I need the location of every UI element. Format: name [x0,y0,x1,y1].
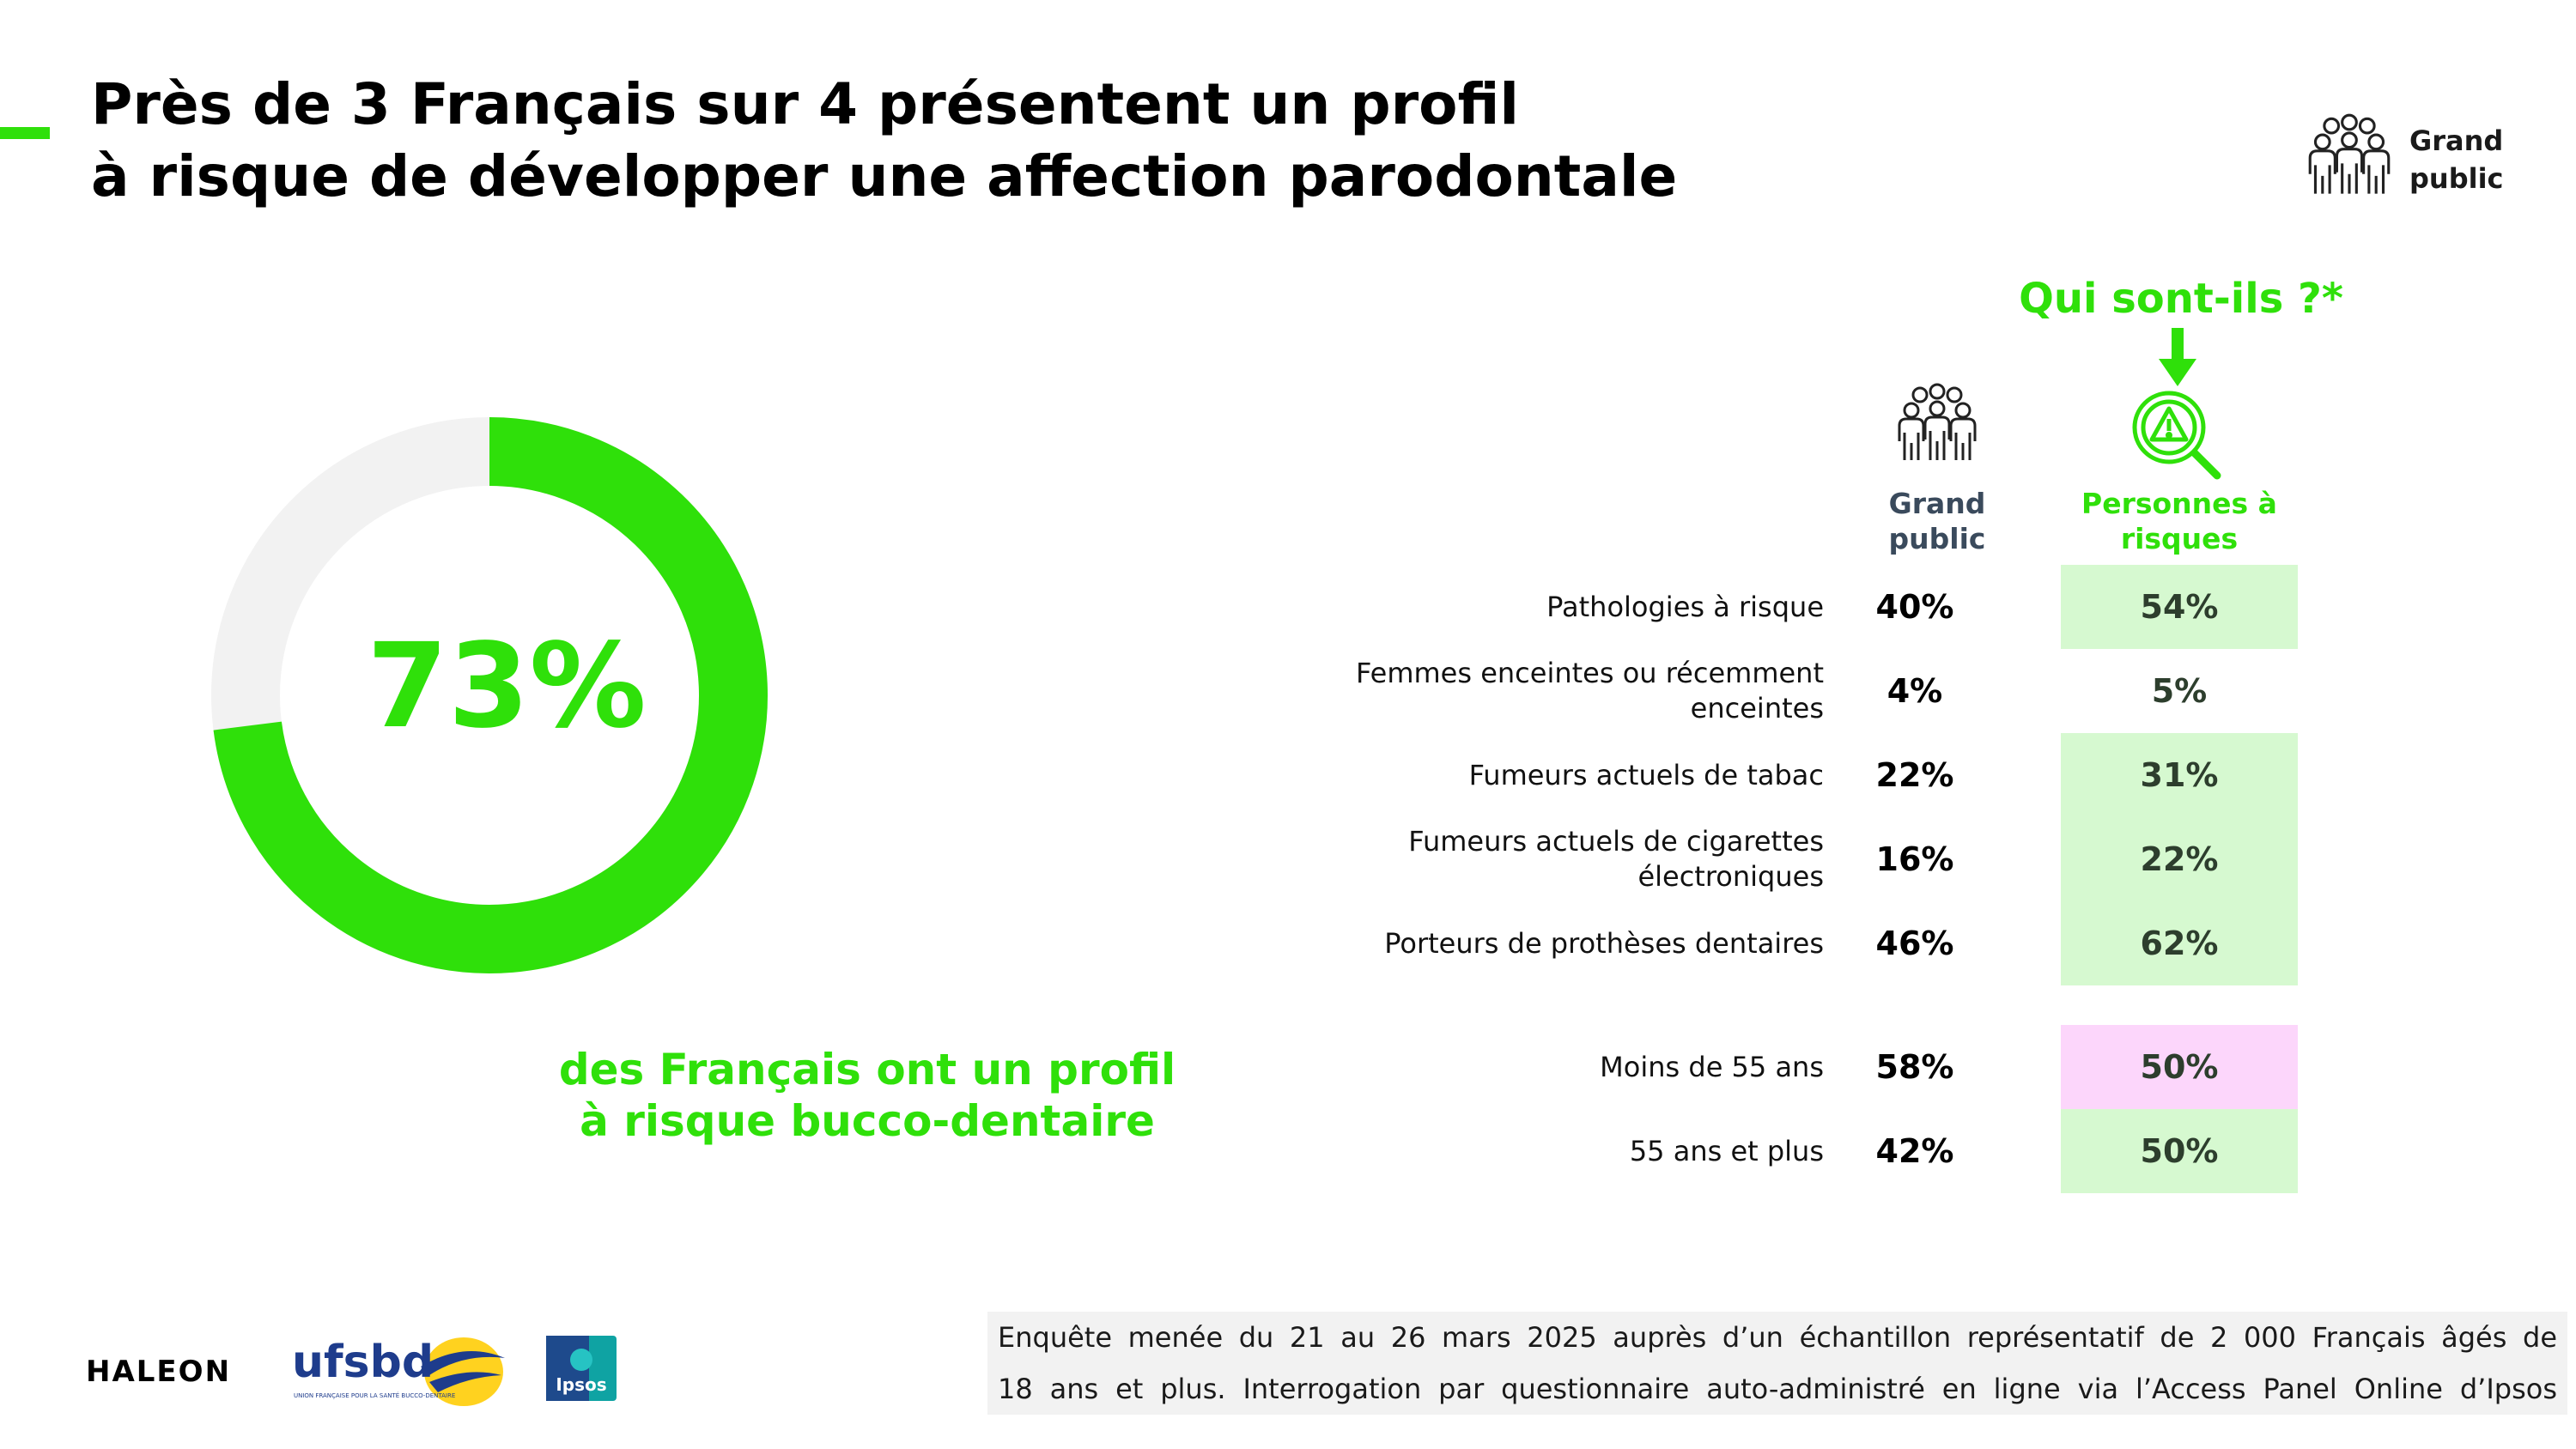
row-label: Fumeurs actuels de cigarettes électroniqu… [1288,817,1824,901]
value-grand-public: 16% [1875,840,1954,878]
value-personnes-a-risques: 22% [2061,817,2298,901]
page-title-line-2: à risque de développer une affection par… [91,143,1678,209]
table-row: Porteurs de prothèses dentaires 46% 62% [1288,901,2301,985]
value-grand-public: 42% [1875,1132,1954,1170]
haleon-logo: HALEON [86,1355,232,1389]
value-personnes-a-risques: 62% [2061,901,2298,985]
row-label: Femmes enceintes ou récemment enceintes [1288,649,1824,733]
row-label-line: Fumeurs actuels de tabac [1468,758,1824,791]
value-grand-public: 46% [1875,925,1954,962]
column-header-personnes-a-risques: Personnes à risques [2061,486,2298,556]
audience-badge-line-2: public [2409,162,2504,195]
ipsos-logo-text: Ipsos [556,1374,606,1395]
column-header-personnes-a-risques-line-2: risques [2120,522,2239,555]
survey-footnote-line-1: Enquête menée du 21 au 26 mars 2025 aupr… [987,1312,2567,1363]
row-label-line: Fumeurs actuels de cigarettes [1408,825,1824,858]
headline-caption-line-1: des Français ont un profil [558,1045,1176,1094]
value-grand-public: 40% [1875,588,1954,626]
ufsbd-logo-text: ufsbd [292,1337,434,1388]
breakdown-table: Pathologies à risque 40% 54% Femmes enceint… [1288,565,2318,1200]
page-title-line-1: Près de 3 Français sur 4 présentent un p… [91,71,1520,137]
donut-slice-profil-a-risque [213,417,768,973]
column-header-grand-public: Grand public [1870,486,2004,556]
value-grand-public: 58% [1875,1048,1954,1086]
table-row: 55 ans et plus 42% 50% [1288,1109,2301,1193]
arrow-down-icon [2159,328,2196,386]
row-label: Porteurs de prothèses dentaires [1288,901,1824,985]
row-label-line: Femmes enceintes ou récemment [1355,657,1824,689]
headline-percentage: 73% [367,619,647,755]
donut-chart [211,417,768,973]
ufsbd-logo-tagline: UNION FRANÇAISE POUR LA SANTÉ BUCCO-DENT… [294,1391,455,1399]
value-personnes-a-risques: 31% [2061,733,2298,817]
row-label: 55 ans et plus [1288,1109,1824,1193]
row-label-line: 55 ans et plus [1629,1134,1824,1167]
people-group-icon [2308,113,2391,194]
ipsos-logo: Ipsos [546,1336,617,1401]
value-personnes-a-risques: 54% [2061,565,2298,649]
value-personnes-a-risques: 50% [2061,1109,2298,1193]
row-label-line: Pathologies à risque [1546,590,1824,623]
row-label: Fumeurs actuels de tabac [1288,733,1824,817]
table-row: Moins de 55 ans 58% 50% [1288,1025,2301,1109]
audience-badge: Grand public [2305,112,2554,206]
audience-badge-label: Grand public [2409,122,2504,197]
table-row: Femmes enceintes ou récemment enceintes 4%… [1288,649,2301,733]
row-label-line: Porteurs de prothèses dentaires [1384,926,1824,960]
value-personnes-a-risques: 5% [2151,672,2208,710]
breakdown-heading: Qui sont-ils ?* [2019,275,2343,323]
row-label-line: Moins de 55 ans [1600,1050,1824,1083]
accent-bar [0,127,50,139]
people-group-icon [1898,383,1977,460]
audience-badge-line-1: Grand [2409,124,2504,157]
value-grand-public: 22% [1875,756,1954,794]
row-label: Pathologies à risque [1288,565,1824,649]
table-row: Pathologies à risque 40% 54% [1288,565,2301,649]
ufsbd-logo: ufsbd UNION FRANÇAISE POUR LA SANTÉ BUCC… [292,1337,505,1406]
column-header-grand-public-line-1: Grand [1888,487,1986,520]
survey-footnote-line-2: 18 ans et plus. Interrogation par questi… [987,1363,2567,1415]
headline-caption-line-2: à risque bucco-dentaire [580,1096,1155,1146]
row-label-line: électroniques [1637,860,1824,893]
value-grand-public: 4% [1886,672,1943,710]
page-title: Près de 3 Français sur 4 présentent un p… [91,69,1677,213]
column-header-grand-public-line-2: public [1888,522,1986,555]
column-header-personnes-a-risques-line-1: Personnes à [2081,487,2277,520]
survey-footnote: Enquête menée du 21 au 26 mars 2025 aupr… [987,1312,2567,1415]
table-row: Fumeurs actuels de cigarettes électroniqu… [1288,817,2301,901]
row-label: Moins de 55 ans [1288,1025,1824,1109]
headline-caption: des Français ont un profil à risque bucc… [489,1044,1245,1147]
row-label-line: enceintes [1690,692,1824,724]
value-personnes-a-risques: 50% [2061,1025,2298,1109]
table-row: Fumeurs actuels de tabac 22% 31% [1288,733,2301,817]
risk-magnifier-icon [2132,391,2221,480]
